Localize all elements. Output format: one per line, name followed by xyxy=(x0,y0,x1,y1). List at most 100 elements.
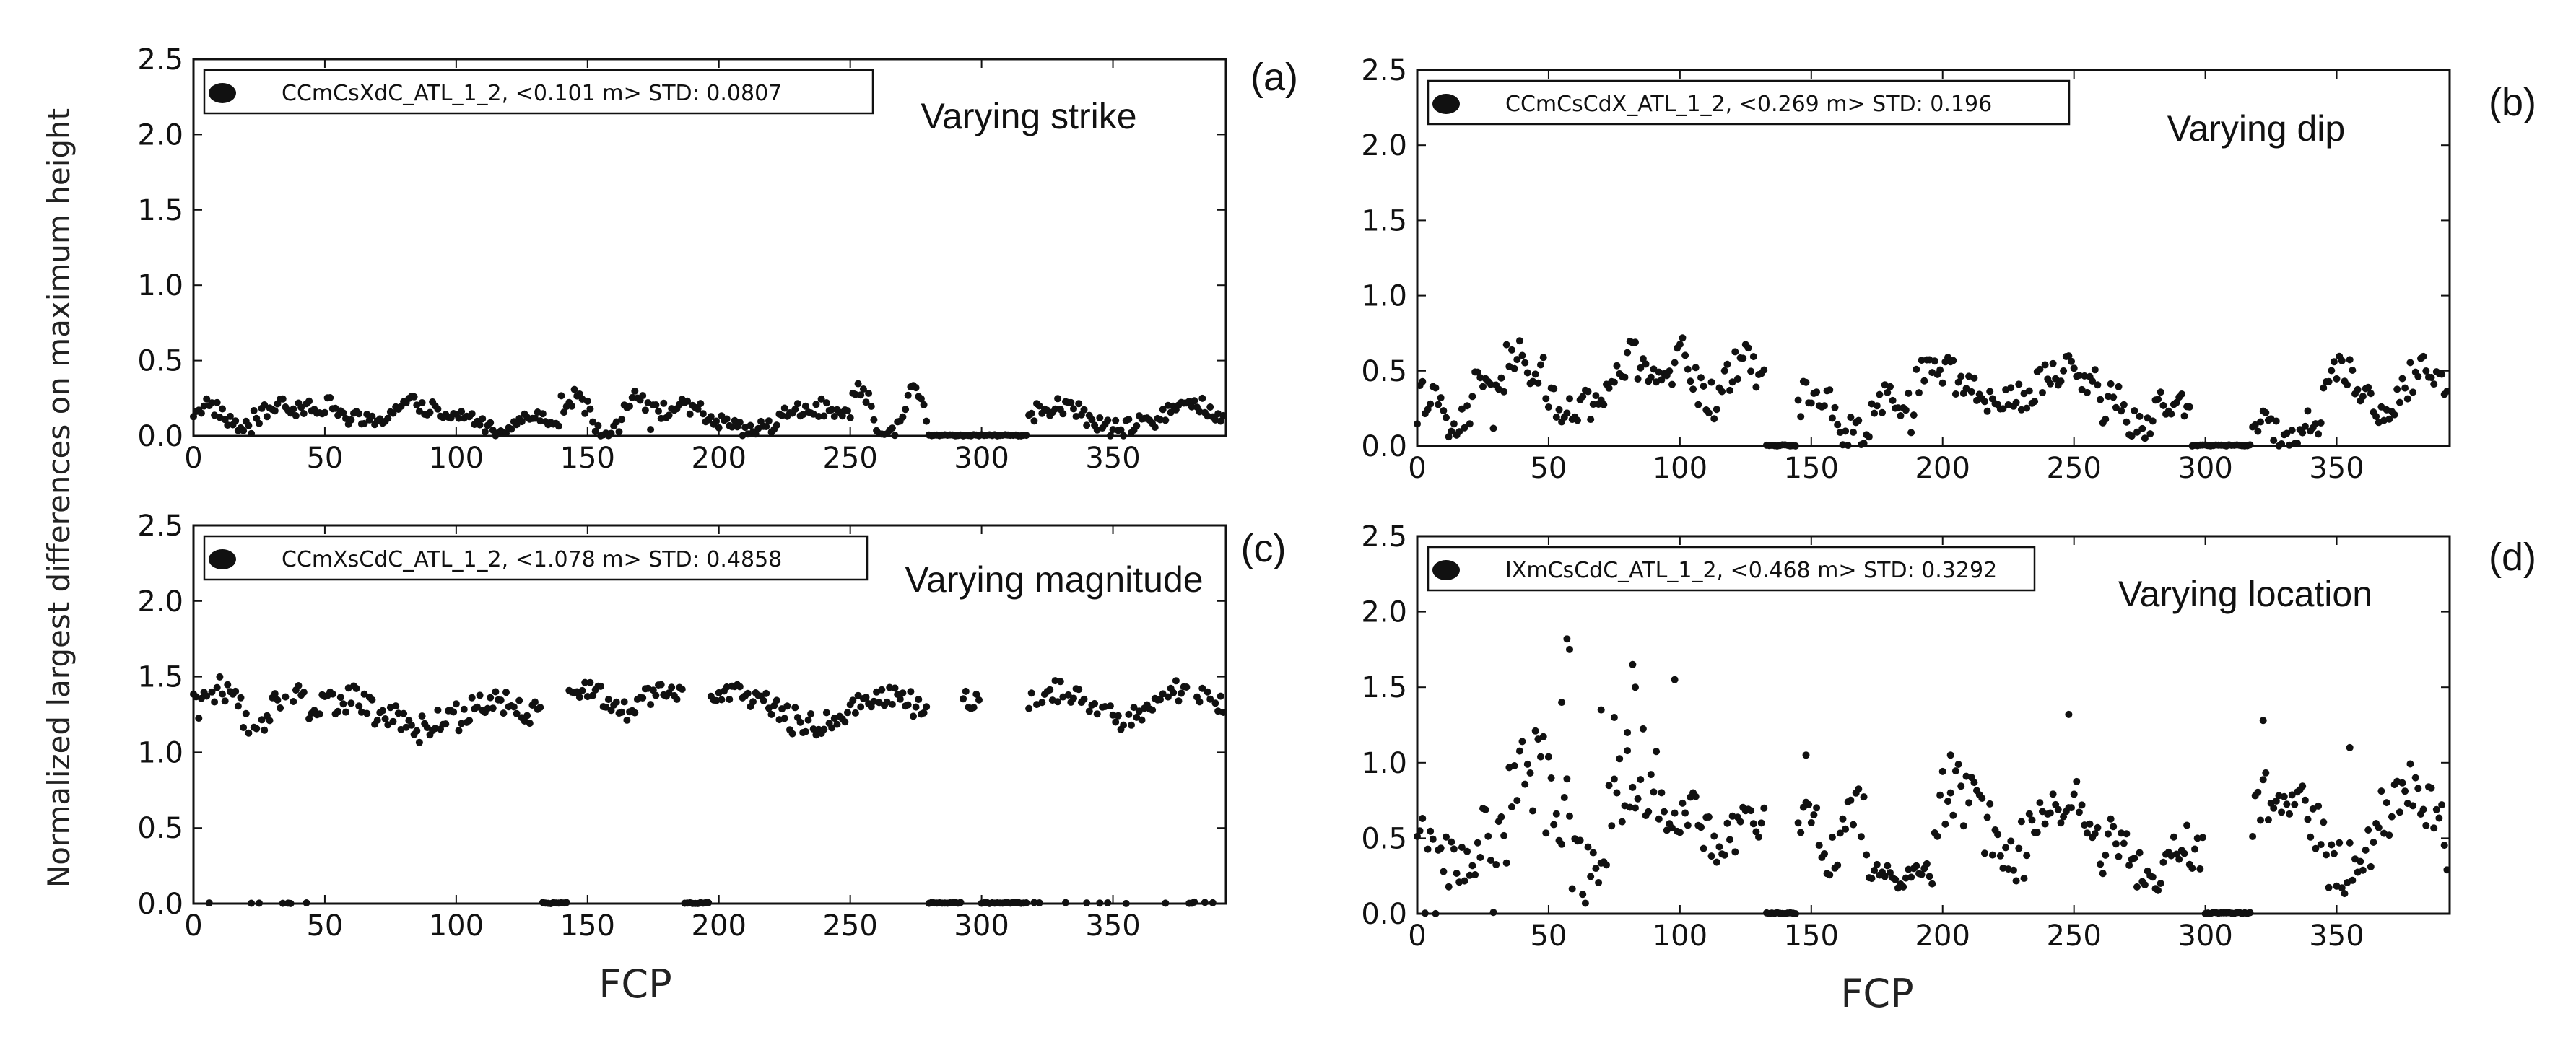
data-point xyxy=(1466,871,1474,879)
y-axis-label: Normalized largest differences on maximu… xyxy=(41,108,77,888)
data-point xyxy=(1109,711,1117,719)
data-point xyxy=(1106,702,1114,710)
data-point xyxy=(1749,353,1757,361)
data-point xyxy=(1440,868,1448,875)
data-point xyxy=(415,738,423,746)
data-point xyxy=(1962,385,1970,393)
data-point xyxy=(400,709,408,717)
data-point xyxy=(1726,836,1733,844)
data-point xyxy=(2320,384,2328,392)
x-tick-label: 50 xyxy=(306,909,343,943)
data-point xyxy=(287,899,295,907)
data-point xyxy=(1534,379,1542,387)
data-point xyxy=(1941,820,1949,828)
panel-label-d: (d) xyxy=(2489,536,2536,579)
data-point xyxy=(1075,686,1083,694)
data-point xyxy=(1760,804,1768,812)
panel-annotation: Varying magnitude xyxy=(905,559,1203,600)
data-point xyxy=(2283,429,2291,437)
data-point xyxy=(1884,388,1892,396)
data-point xyxy=(1112,718,1120,726)
data-point xyxy=(1713,858,1720,866)
data-point xyxy=(1933,832,1941,840)
data-point xyxy=(1537,361,1544,369)
data-point xyxy=(1645,808,1653,816)
data-point xyxy=(652,401,660,408)
data-point xyxy=(1834,421,1842,429)
data-point xyxy=(1658,789,1666,797)
data-point xyxy=(1563,775,1571,783)
y-tick-label: 1.5 xyxy=(137,661,183,694)
data-point xyxy=(1432,909,1440,917)
data-point xyxy=(1821,402,1828,410)
data-point xyxy=(2154,396,2162,403)
data-point xyxy=(723,415,731,423)
data-point xyxy=(1902,406,1910,414)
data-point xyxy=(2007,837,2015,845)
data-point xyxy=(1080,406,1088,414)
data-point xyxy=(2317,419,2325,427)
data-point xyxy=(2280,792,2288,800)
data-point xyxy=(1550,385,1558,393)
data-point xyxy=(1508,346,1515,354)
scatter-series xyxy=(190,673,1227,907)
panel-annotation: Varying dip xyxy=(2167,108,2345,149)
data-point xyxy=(205,899,213,907)
data-point xyxy=(1949,811,1957,819)
data-point xyxy=(581,409,589,417)
data-point xyxy=(2419,352,2427,360)
data-point xyxy=(838,412,846,420)
data-point xyxy=(2432,805,2440,813)
data-point xyxy=(1915,389,1923,397)
data-point xyxy=(2344,381,2351,389)
data-point xyxy=(1427,400,1435,408)
data-point xyxy=(1736,818,1744,826)
legend-frame xyxy=(1427,546,2036,592)
data-point xyxy=(1802,378,1810,386)
data-point xyxy=(1802,751,1810,759)
data-point xyxy=(1624,349,1632,357)
data-point xyxy=(1983,407,1991,415)
data-point xyxy=(253,725,261,733)
data-point xyxy=(2041,361,2049,369)
data-point xyxy=(2435,814,2443,822)
data-point xyxy=(2393,385,2401,393)
data-point xyxy=(1448,427,1455,435)
data-point xyxy=(261,401,269,408)
data-point xyxy=(2133,428,2141,436)
data-point xyxy=(594,421,602,429)
data-point xyxy=(1621,373,1629,381)
data-point xyxy=(1149,706,1157,714)
data-point xyxy=(481,428,489,436)
data-point xyxy=(1700,844,1707,852)
data-point xyxy=(1728,378,1736,386)
data-point xyxy=(1836,829,1844,837)
data-point xyxy=(1970,779,1978,787)
data-point xyxy=(923,417,931,425)
data-point xyxy=(2328,367,2336,375)
x-tick-label: 0 xyxy=(184,909,202,943)
data-point xyxy=(282,693,290,701)
data-point xyxy=(226,412,234,420)
data-point xyxy=(920,709,928,717)
data-point xyxy=(502,429,510,437)
data-point xyxy=(1797,829,1805,836)
data-point xyxy=(957,899,965,906)
data-point xyxy=(240,724,248,731)
data-point xyxy=(736,683,744,691)
x-tick-label: 300 xyxy=(2177,452,2232,485)
data-point xyxy=(1936,791,1944,799)
data-point xyxy=(1414,832,1421,840)
data-point xyxy=(1671,809,1679,817)
data-point xyxy=(1873,860,1881,868)
data-point xyxy=(256,899,263,907)
data-point xyxy=(2078,801,2086,809)
data-point xyxy=(1747,807,1755,815)
data-point xyxy=(1747,367,1755,375)
data-point xyxy=(2083,388,2091,396)
data-point xyxy=(2312,420,2320,428)
data-point xyxy=(557,392,565,400)
data-point xyxy=(1603,861,1610,869)
data-point xyxy=(2159,858,2167,866)
data-point xyxy=(1842,825,1850,833)
